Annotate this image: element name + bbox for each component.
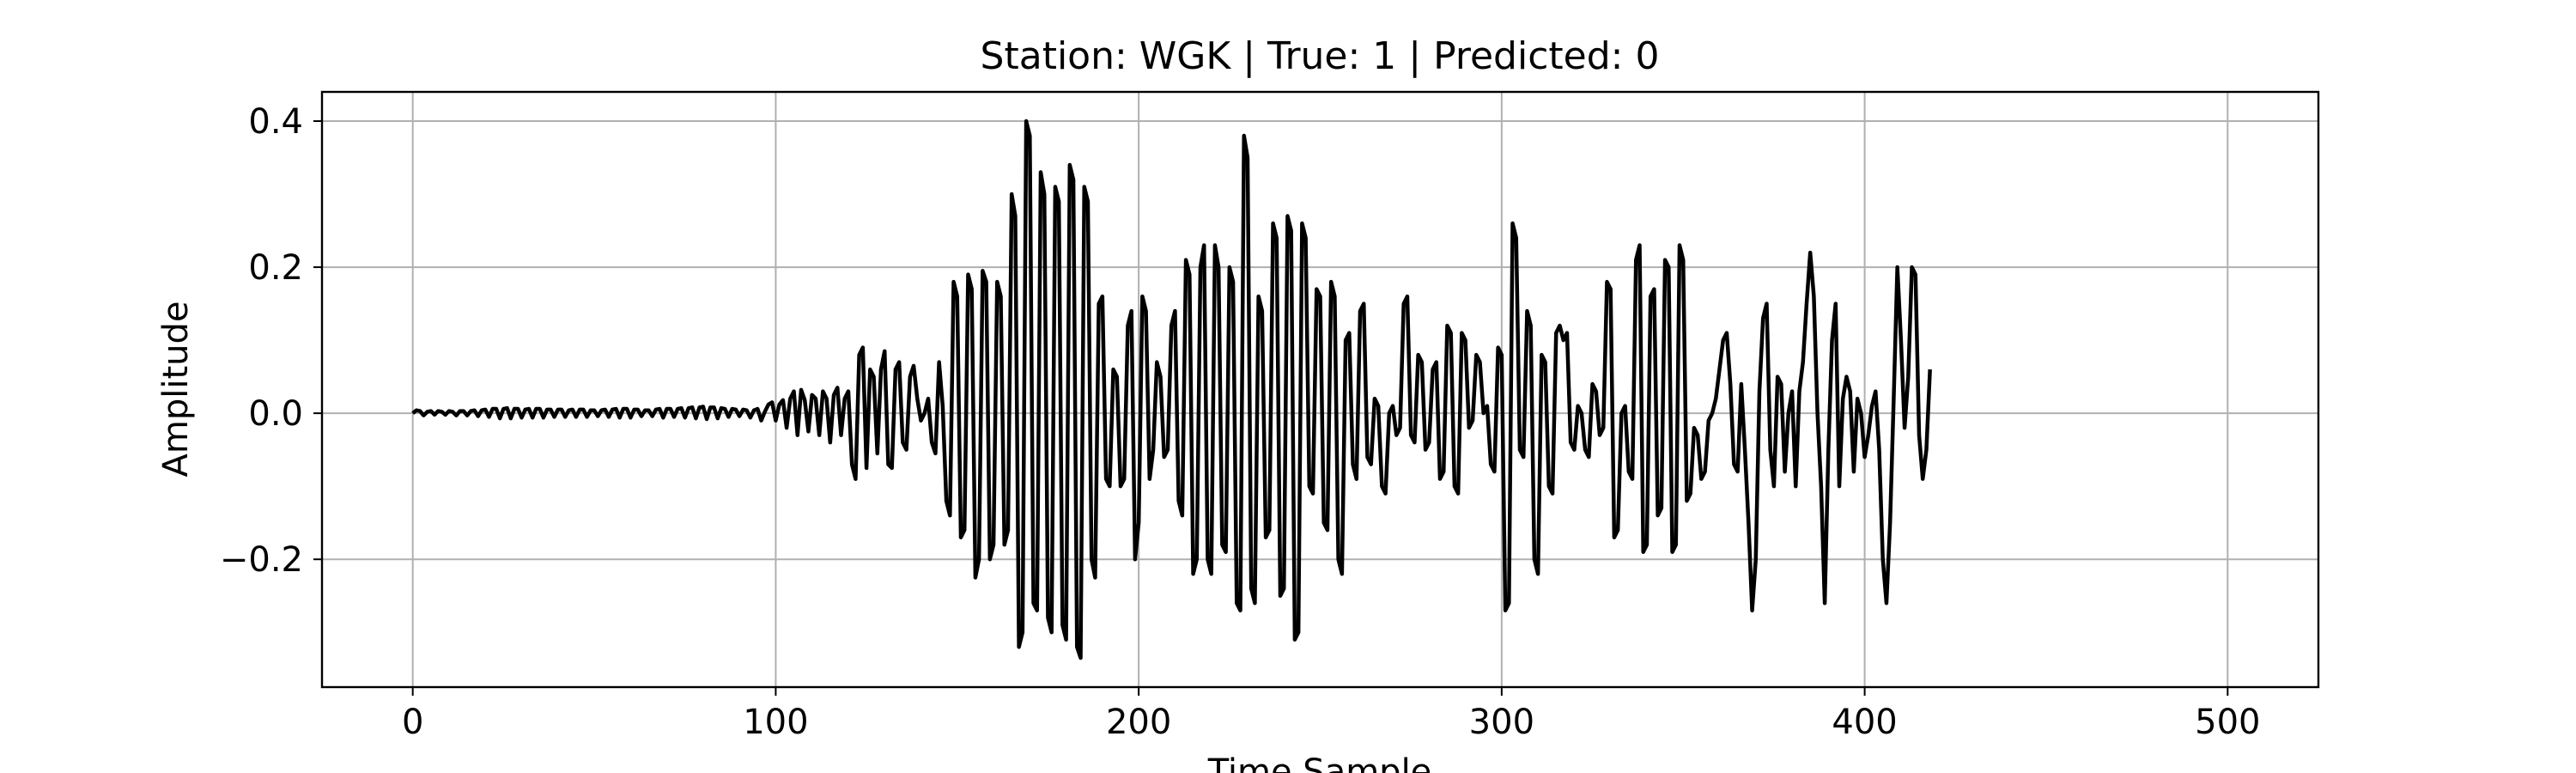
x-tick-label: 500 [2195,703,2260,742]
x-tick-label: 100 [743,703,808,742]
x-tick-label: 300 [1469,703,1534,742]
waveform-series-line [411,119,1932,660]
x-axis-label: Time Sample [1207,752,1432,773]
x-tick-label: 0 [402,703,423,742]
x-axis: 0 100 200 300 400 500 [402,687,2260,742]
y-tick-label: 0.2 [248,248,303,288]
x-tick-label: 400 [1832,703,1897,742]
y-tick-label: 0.4 [248,102,303,142]
y-axis: −0.2 0.0 0.2 0.4 [220,102,322,580]
y-tick-label: −0.2 [220,540,303,580]
plot-frame [320,90,2320,689]
x-tick-label: 200 [1106,703,1171,742]
series-layer [411,119,1932,660]
y-tick-label: 0.0 [248,394,303,434]
y-axis-label: Amplitude [156,301,196,478]
chart-title: Station: WGK | True: 1 | Predicted: 0 [981,34,1660,78]
